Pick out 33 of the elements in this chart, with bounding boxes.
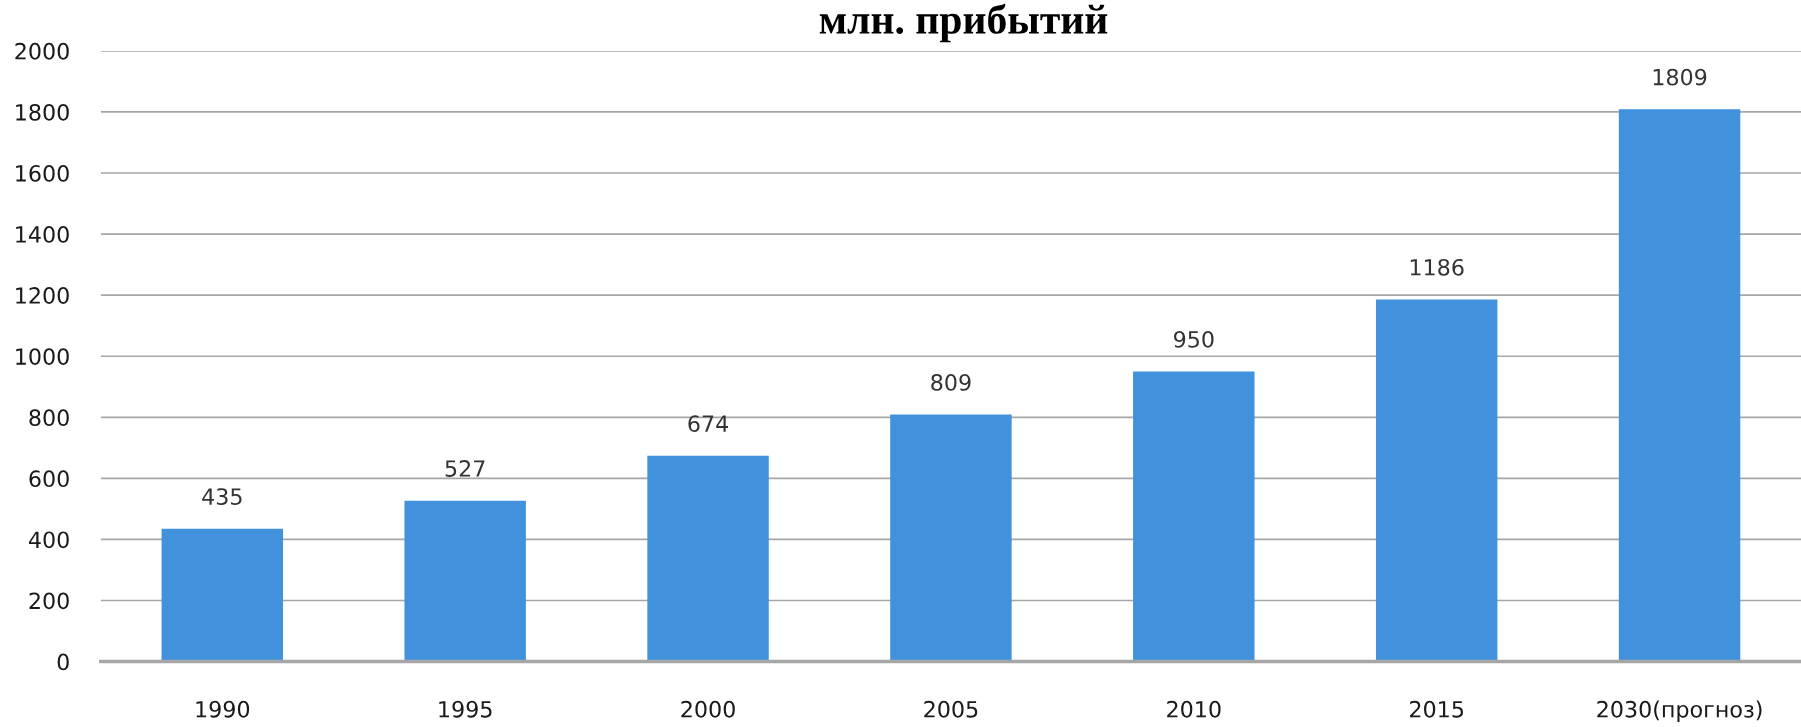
data-label: 950 [1174, 330, 1214, 348]
data-label: 527 [445, 460, 485, 477]
chart-title: млн. прибытий [819, 3, 1108, 43]
bar [1375, 299, 1498, 662]
y-tick-label: 1600 [16, 164, 69, 182]
y-tick-label: 1200 [16, 287, 69, 304]
y-tick-label: 200 [29, 592, 69, 610]
x-tick-label: 2000 [681, 700, 735, 718]
y-tick-label: 1400 [16, 226, 69, 243]
y-tick-label: 400 [28, 531, 69, 549]
y-tick-label: 0 [57, 653, 69, 671]
bar [1618, 109, 1741, 662]
y-tick-label: 2000 [15, 42, 69, 60]
x-tick-label: 2010 [1167, 700, 1221, 718]
x-tick-label: 1990 [196, 700, 250, 718]
x-tick-label: 2015 [1410, 700, 1464, 718]
y-tick-label: 800 [29, 409, 69, 427]
bar [1133, 371, 1255, 662]
data-label: 435 [202, 488, 242, 505]
y-tick-label: 600 [29, 470, 69, 488]
bar [161, 528, 284, 662]
x-tick-label: 2005 [924, 700, 978, 718]
x-tick-label: 2030(прогноз) [1597, 700, 1762, 722]
bar [647, 455, 769, 662]
y-tick-label: 1000 [16, 348, 69, 365]
bar [890, 414, 1012, 662]
bar [404, 500, 526, 662]
data-label: 1186 [1410, 258, 1464, 276]
data-label: 1809 [1653, 68, 1707, 86]
data-label: 674 [688, 415, 729, 433]
x-tick-label: 1995 [439, 700, 492, 718]
data-label: 809 [931, 373, 971, 391]
y-tick-label: 1800 [16, 103, 69, 121]
